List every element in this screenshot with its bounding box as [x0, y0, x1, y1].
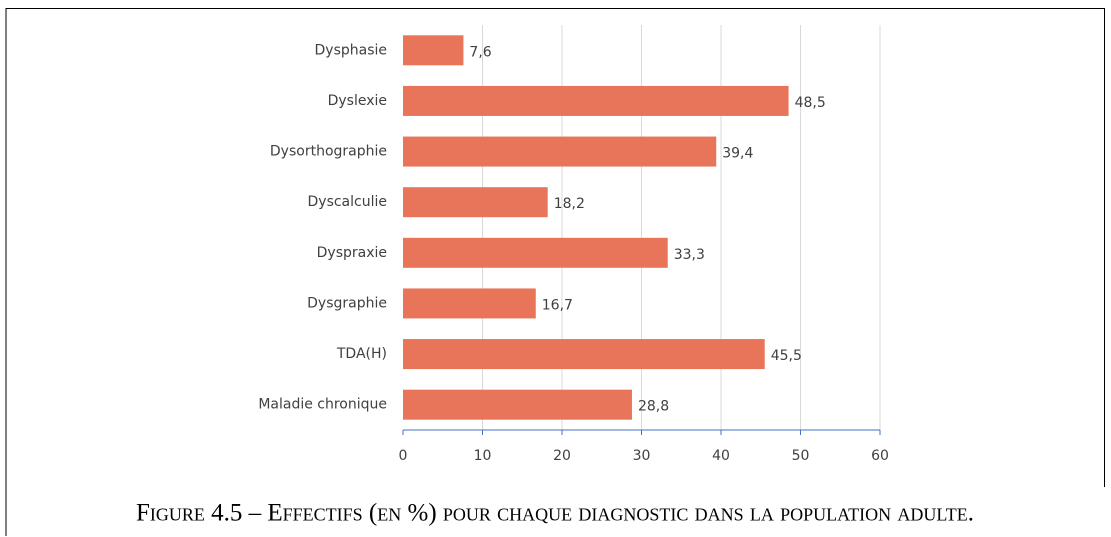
bar	[403, 136, 717, 167]
bar	[403, 85, 789, 116]
x-tick-label: 10	[474, 448, 492, 464]
x-tick-label: 20	[553, 448, 571, 464]
x-tick-label: 50	[792, 448, 810, 464]
data-label: 18,2	[554, 196, 585, 212]
data-label: 7,6	[469, 44, 491, 60]
bar	[403, 237, 668, 268]
y-tick-label: Dyspraxie	[317, 245, 387, 261]
data-label: 33,3	[674, 247, 705, 263]
bar	[403, 339, 765, 370]
data-label: 28,8	[638, 399, 669, 415]
bar	[403, 187, 548, 218]
data-label: 45,5	[771, 348, 802, 364]
y-tick-label: Dysorthographie	[270, 144, 387, 160]
y-tick-label: TDA(H)	[336, 346, 387, 362]
frame	[5, 8, 1105, 536]
data-label: 39,4	[722, 146, 753, 162]
bar	[403, 35, 464, 66]
y-tick-label: Dyscalculie	[308, 194, 388, 210]
x-tick-label: 60	[871, 448, 889, 464]
bar	[403, 389, 632, 420]
y-tick-label: Dysgraphie	[307, 295, 387, 311]
x-tick-label: 40	[712, 448, 730, 464]
caption: Figure 4.5 – Effectifs (en %) pour chaqu…	[136, 500, 974, 527]
data-label: 16,7	[542, 297, 573, 313]
y-tick-label: Dyslexie	[328, 93, 387, 109]
bar	[403, 288, 536, 319]
x-tick-label: 30	[633, 448, 651, 464]
y-tick-label: Maladie chronique	[258, 397, 387, 413]
data-label: 48,5	[795, 95, 826, 111]
x-tick-label: 0	[399, 448, 408, 464]
y-tick-label: Dysphasie	[315, 42, 388, 58]
